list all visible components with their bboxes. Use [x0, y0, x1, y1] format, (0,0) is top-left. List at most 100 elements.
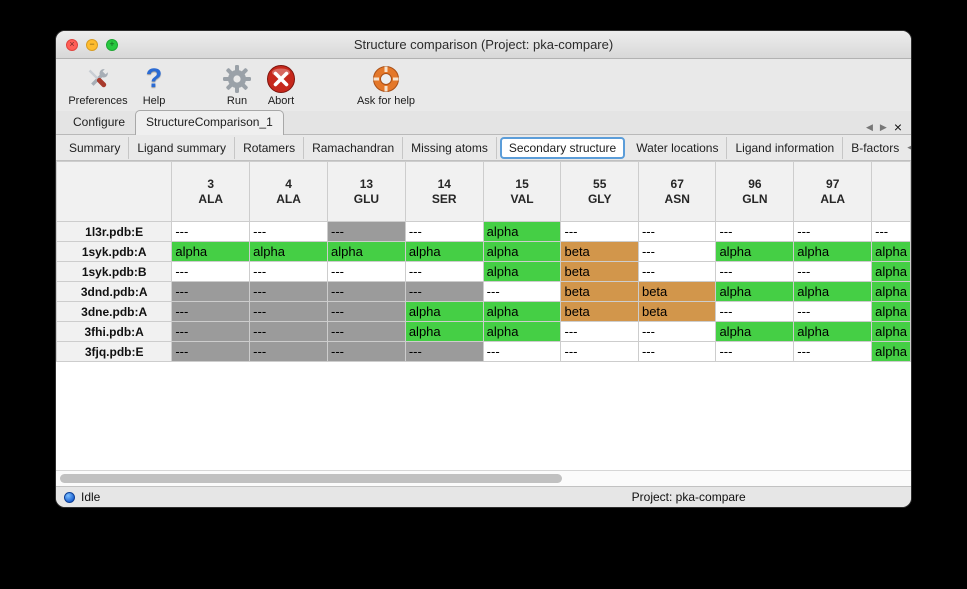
secondary-structure-cell[interactable]: --- — [327, 281, 406, 302]
secondary-structure-cell[interactable]: --- — [637, 261, 717, 282]
secondary-structure-cell[interactable]: --- — [715, 341, 795, 362]
secondary-structure-cell[interactable]: --- — [715, 221, 795, 242]
secondary-structure-cell[interactable]: --- — [482, 281, 562, 302]
secondary-structure-cell[interactable]: alpha — [404, 301, 484, 322]
secondary-structure-cell[interactable]: alpha — [482, 221, 562, 242]
subtab-ramachandran[interactable]: Ramachandran — [304, 136, 404, 159]
secondary-structure-cell[interactable]: --- — [560, 341, 639, 362]
secondary-structure-cell[interactable]: --- — [249, 281, 328, 302]
secondary-structure-cell[interactable]: alpha — [482, 321, 562, 342]
secondary-structure-cell[interactable]: alpha — [715, 321, 795, 342]
row-label[interactable]: 3dnd.pdb:A — [56, 281, 173, 302]
secondary-structure-cell[interactable]: --- — [171, 341, 251, 362]
secondary-structure-cell[interactable]: alpha — [482, 241, 562, 262]
secondary-structure-cell[interactable]: alpha — [404, 321, 484, 342]
subtab-summary[interactable]: Summary — [61, 136, 130, 159]
row-label[interactable]: 1syk.pdb:A — [56, 241, 173, 262]
secondary-structure-cell[interactable]: --- — [715, 301, 795, 322]
secondary-structure-cell[interactable]: alpha — [871, 281, 911, 302]
secondary-structure-cell[interactable]: --- — [171, 221, 251, 242]
secondary-structure-cell[interactable]: beta — [560, 261, 639, 282]
subtab-rotamers[interactable]: Rotamers — [235, 136, 305, 159]
subtab-secondary-structure[interactable]: Secondary structure — [499, 136, 626, 159]
secondary-structure-cell[interactable]: --- — [249, 301, 328, 322]
secondary-structure-cell[interactable]: --- — [249, 321, 328, 342]
secondary-structure-cell[interactable]: alpha — [171, 241, 251, 262]
horizontal-scrollbar[interactable] — [56, 470, 911, 486]
run-button[interactable]: Run — [216, 62, 258, 107]
subtab-b-factors[interactable]: B-factors — [851, 140, 900, 155]
row-label[interactable]: 3fhi.pdb:A — [56, 321, 173, 342]
tab-scroll-left-icon[interactable]: ◀ — [865, 121, 873, 132]
preferences-button[interactable]: Preferences — [64, 62, 132, 107]
secondary-structure-cell[interactable]: --- — [637, 341, 717, 362]
secondary-structure-cell[interactable]: beta — [560, 241, 639, 262]
secondary-structure-cell[interactable]: --- — [249, 341, 328, 362]
secondary-structure-cell[interactable]: alpha — [793, 321, 873, 342]
secondary-structure-cell[interactable]: --- — [171, 301, 251, 322]
secondary-structure-cell[interactable]: --- — [404, 341, 484, 362]
tab-structurecomparison-1[interactable]: StructureComparison_1 — [135, 110, 284, 135]
secondary-structure-cell[interactable]: beta — [560, 281, 639, 302]
secondary-structure-cell[interactable]: beta — [637, 301, 717, 322]
secondary-structure-cell[interactable]: --- — [637, 321, 717, 342]
secondary-structure-cell[interactable]: --- — [637, 241, 717, 262]
secondary-structure-cell[interactable]: --- — [793, 221, 873, 242]
secondary-structure-cell[interactable]: alpha — [404, 241, 484, 262]
row-label[interactable]: 1syk.pdb:B — [56, 261, 173, 282]
secondary-structure-cell[interactable]: alpha — [715, 241, 795, 262]
secondary-structure-cell[interactable]: --- — [404, 261, 484, 282]
secondary-structure-cell[interactable]: --- — [404, 281, 484, 302]
row-label[interactable]: 3dne.pdb:A — [56, 301, 173, 322]
secondary-structure-cell[interactable]: alpha — [871, 261, 911, 282]
tab-configure[interactable]: Configure — [73, 115, 126, 129]
secondary-structure-cell[interactable]: --- — [327, 221, 406, 242]
tab-close-icon[interactable]: × — [893, 119, 902, 135]
tab-scroll-right-icon[interactable]: ▶ — [879, 121, 887, 132]
secondary-structure-cell[interactable]: alpha — [793, 241, 873, 262]
secondary-structure-cell[interactable]: --- — [327, 301, 406, 322]
secondary-structure-cell[interactable]: --- — [171, 281, 251, 302]
secondary-structure-cell[interactable]: --- — [327, 321, 406, 342]
secondary-structure-cell[interactable]: alpha — [793, 281, 873, 302]
secondary-structure-cell[interactable]: --- — [249, 221, 328, 242]
secondary-structure-cell[interactable]: --- — [404, 221, 484, 242]
subtab-ligand-information[interactable]: Ligand information — [727, 136, 844, 159]
close-window-button[interactable]: × — [66, 38, 78, 51]
secondary-structure-cell[interactable]: alpha — [482, 301, 562, 322]
secondary-structure-cell[interactable]: --- — [793, 301, 873, 322]
subtab-scroll-left-icon[interactable]: ◀ — [907, 142, 911, 153]
secondary-structure-cell[interactable]: --- — [637, 221, 717, 242]
secondary-structure-cell[interactable]: beta — [560, 301, 639, 322]
secondary-structure-cell[interactable]: --- — [871, 221, 911, 242]
minimize-window-button[interactable]: − — [86, 38, 98, 51]
secondary-structure-cell[interactable]: alpha — [327, 241, 406, 262]
secondary-structure-cell[interactable]: beta — [637, 281, 717, 302]
abort-button[interactable]: Abort — [258, 62, 304, 107]
horizontal-scrollbar-thumb[interactable] — [60, 474, 562, 483]
row-label[interactable]: 3fjq.pdb:E — [56, 341, 173, 362]
ask-for-help-button[interactable]: Ask for help — [344, 62, 428, 107]
row-label[interactable]: 1l3r.pdb:E — [56, 221, 173, 242]
secondary-structure-cell[interactable]: alpha — [871, 241, 911, 262]
secondary-structure-cell[interactable]: --- — [793, 341, 873, 362]
subtab-ligand-summary[interactable]: Ligand summary — [129, 136, 236, 159]
help-button[interactable]: ? Help — [132, 62, 176, 107]
secondary-structure-cell[interactable]: --- — [560, 321, 639, 342]
secondary-structure-cell[interactable]: --- — [171, 321, 251, 342]
secondary-structure-cell[interactable]: alpha — [482, 261, 562, 282]
secondary-structure-cell[interactable]: alpha — [871, 301, 911, 322]
secondary-structure-cell[interactable]: --- — [171, 261, 251, 282]
zoom-window-button[interactable]: + — [106, 38, 118, 51]
secondary-structure-cell[interactable]: --- — [560, 221, 639, 242]
secondary-structure-cell[interactable]: alpha — [715, 281, 795, 302]
secondary-structure-cell[interactable]: --- — [793, 261, 873, 282]
secondary-structure-cell[interactable]: alpha — [871, 321, 911, 342]
secondary-structure-cell[interactable]: --- — [249, 261, 328, 282]
secondary-structure-cell[interactable]: alpha — [871, 341, 911, 362]
secondary-structure-cell[interactable]: --- — [715, 261, 795, 282]
secondary-structure-cell[interactable]: alpha — [249, 241, 328, 262]
subtab-water-locations[interactable]: Water locations — [628, 136, 728, 159]
secondary-structure-cell[interactable]: --- — [327, 341, 406, 362]
secondary-structure-cell[interactable]: --- — [482, 341, 562, 362]
